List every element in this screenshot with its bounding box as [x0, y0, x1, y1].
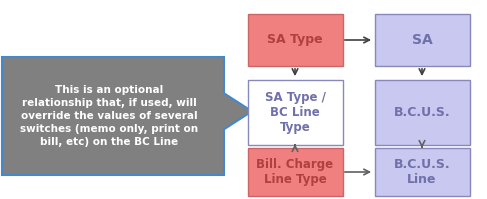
- FancyBboxPatch shape: [247, 14, 342, 66]
- FancyBboxPatch shape: [375, 148, 469, 196]
- Text: B.C.U.S.
Line: B.C.U.S. Line: [393, 158, 450, 186]
- Polygon shape: [2, 57, 252, 175]
- FancyBboxPatch shape: [247, 148, 342, 196]
- Text: SA: SA: [412, 33, 432, 47]
- Text: SA Type: SA Type: [267, 33, 323, 47]
- Text: B.C.U.S.: B.C.U.S.: [393, 105, 450, 118]
- Text: SA Type /
BC Line
Type: SA Type / BC Line Type: [264, 91, 325, 134]
- Text: This is an optional
relationship that, if used, will
override the values of seve: This is an optional relationship that, i…: [20, 85, 198, 147]
- Text: Bill. Charge
Line Type: Bill. Charge Line Type: [257, 158, 334, 186]
- FancyBboxPatch shape: [247, 79, 342, 144]
- FancyBboxPatch shape: [375, 79, 469, 144]
- FancyBboxPatch shape: [375, 14, 469, 66]
